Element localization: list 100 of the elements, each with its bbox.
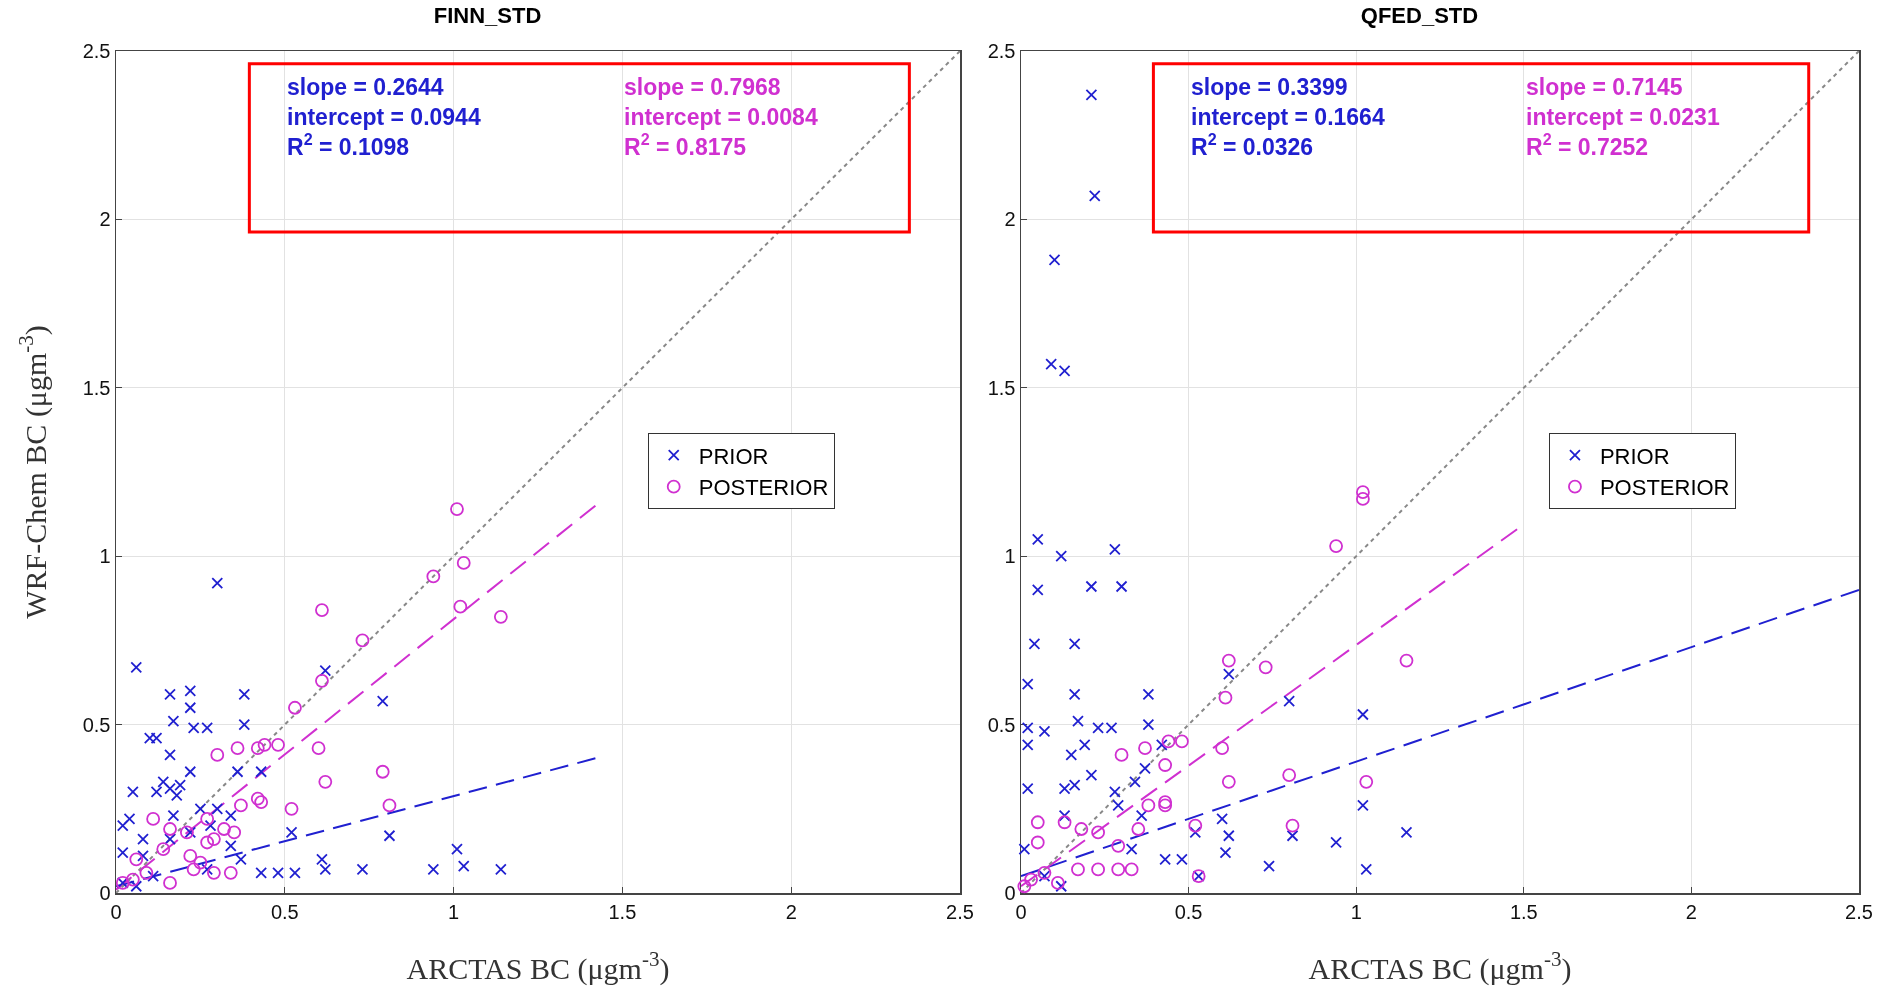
point	[1158, 795, 1173, 809]
point	[1356, 492, 1370, 506]
point	[1283, 695, 1296, 707]
point	[200, 835, 215, 850]
point	[1125, 843, 1138, 856]
point	[1330, 836, 1342, 849]
point	[201, 863, 214, 876]
point	[1139, 762, 1151, 775]
point	[315, 673, 329, 688]
point	[1142, 718, 1155, 731]
point	[146, 812, 161, 826]
point	[157, 775, 170, 788]
point	[211, 802, 224, 815]
point	[1215, 741, 1230, 756]
point	[137, 850, 149, 862]
annotation: slope = 0.7145 intercept = 0.0231 R$^{2}$ = 0.7252	[1526, 74, 1720, 160]
point	[1045, 358, 1058, 371]
x-tick-label: 0.5	[1174, 900, 1203, 923]
annotation: slope = 0.2644 intercept = 0.0944 R$^{2}$ = 0.1098	[287, 74, 481, 160]
point	[129, 852, 144, 867]
point	[231, 765, 244, 778]
point	[494, 863, 507, 876]
chart-title: QFED_STD	[1360, 3, 1479, 29]
point	[1065, 749, 1078, 761]
point	[1021, 782, 1034, 795]
point	[170, 789, 183, 802]
annotation: slope = 0.7968 intercept = 0.0084 R$^{2}$ = 0.8175	[624, 74, 818, 160]
point	[355, 633, 370, 648]
y-tick-label: 0.5	[82, 713, 111, 736]
point	[316, 853, 328, 866]
point	[183, 849, 198, 863]
point	[1142, 688, 1155, 701]
point	[1258, 660, 1273, 675]
x-axis-title: ARCTAS BC (μgm$^{-3}$)	[1308, 947, 1572, 986]
point	[1071, 862, 1085, 877]
point	[1263, 860, 1275, 872]
point	[238, 688, 251, 701]
point	[238, 718, 251, 731]
point	[207, 865, 221, 880]
point	[382, 798, 397, 813]
x-tick-label: 1	[448, 900, 460, 923]
point	[272, 866, 284, 879]
y-tick-label: 0	[1004, 882, 1016, 904]
point	[285, 826, 298, 839]
x-tick-label: 1.5	[608, 900, 637, 923]
point	[126, 786, 139, 798]
point	[250, 741, 265, 756]
point	[1356, 485, 1370, 500]
point	[186, 862, 201, 877]
point	[1021, 678, 1034, 691]
point	[227, 825, 242, 840]
point	[130, 661, 143, 674]
point	[1072, 715, 1084, 728]
point	[1058, 365, 1071, 377]
y-tick-label: 1	[99, 545, 111, 568]
point	[1219, 846, 1232, 859]
point	[150, 786, 163, 798]
point	[1055, 880, 1068, 893]
point	[1030, 815, 1045, 830]
point	[1221, 774, 1236, 789]
point	[125, 872, 140, 887]
point	[1329, 539, 1343, 553]
point	[1058, 809, 1071, 822]
point	[1018, 843, 1031, 856]
point	[1400, 826, 1413, 839]
legend-label: POSTERIOR	[1599, 475, 1730, 501]
point	[1216, 813, 1229, 825]
point	[319, 863, 332, 876]
point	[167, 809, 180, 822]
point	[1088, 189, 1101, 202]
y-tick-label: 1	[1004, 545, 1016, 568]
point	[1222, 668, 1235, 680]
point	[1112, 799, 1125, 812]
point	[1399, 653, 1414, 668]
point	[493, 609, 508, 624]
point	[116, 819, 129, 832]
point	[1114, 748, 1129, 762]
point	[139, 865, 154, 880]
point	[163, 876, 177, 890]
x-axis-title: ARCTAS BC (μgm$^{-3}$)	[406, 947, 670, 986]
point	[1131, 822, 1146, 836]
y-tick-label: 0.5	[987, 713, 1016, 736]
x-tick-label: 2	[785, 900, 797, 923]
point	[1159, 853, 1172, 866]
point	[184, 701, 197, 714]
point	[200, 812, 215, 826]
point	[1285, 818, 1300, 833]
point	[193, 855, 208, 870]
point	[254, 795, 269, 809]
point	[1158, 798, 1173, 813]
point	[375, 764, 390, 779]
point	[383, 829, 396, 842]
y-tick-label: 1.5	[987, 376, 1016, 399]
point	[1055, 550, 1068, 563]
point	[1161, 734, 1176, 749]
point	[1357, 708, 1369, 721]
point	[184, 826, 197, 839]
legend-label: PRIOR	[1599, 443, 1670, 469]
point	[230, 741, 245, 756]
x-tick-label: 2	[1685, 900, 1697, 923]
